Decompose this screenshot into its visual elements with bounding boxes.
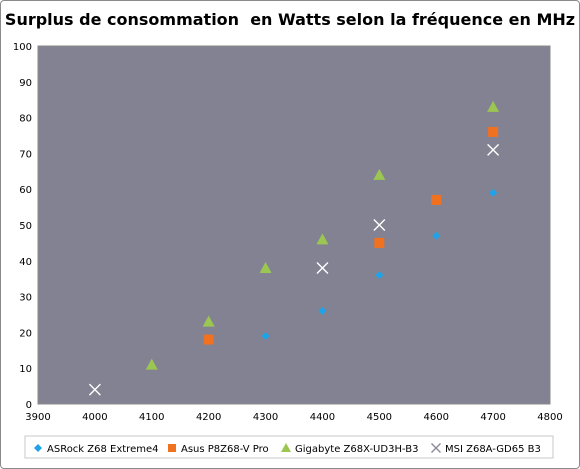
legend-marker-x	[431, 443, 441, 453]
legend: ASRock Z68 Extreme4 Asus P8Z68-V Pro Gigab…	[24, 435, 554, 459]
x-tick-label: 4300	[253, 412, 278, 423]
data-point-x	[487, 143, 500, 156]
data-point-x	[88, 383, 101, 396]
chart-title: Surplus de consommation en Watts selon l…	[4, 10, 576, 29]
y-tick-label: 40	[19, 257, 32, 268]
data-point-triangle	[373, 168, 386, 180]
x-tick-label: 4100	[139, 412, 164, 423]
data-point-triangle	[316, 233, 329, 245]
data-point-diamond	[432, 231, 441, 240]
y-tick-label: 80	[19, 114, 32, 125]
y-tick-label: 100	[13, 42, 32, 53]
data-points	[88, 100, 500, 396]
data-point-diamond	[375, 271, 384, 280]
y-tick-label: 60	[19, 185, 32, 196]
y-tick-label: 0	[26, 400, 32, 411]
legend-label: Gigabyte Z68X-UD3H-B3	[295, 444, 418, 455]
data-point-square	[431, 194, 442, 205]
data-point-diamond	[318, 306, 327, 315]
y-tick-label: 50	[19, 221, 32, 232]
x-tick-label: 4000	[82, 412, 107, 423]
y-tick-label: 20	[19, 328, 32, 339]
plot-area	[37, 45, 551, 405]
x-tick-label: 3900	[25, 412, 50, 423]
legend-label: Asus P8Z68-V Pro	[181, 444, 269, 455]
x-axis-ticks: 3900 4000 4100 4200 4300 4400 4500 4600 4700 4800	[25, 412, 562, 423]
data-point-triangle	[487, 100, 500, 112]
x-tick-label: 4700	[480, 412, 505, 423]
x-tick-label: 4500	[367, 412, 392, 423]
legend-marker-triangle	[281, 443, 291, 452]
x-tick-label: 4200	[196, 412, 221, 423]
legend-label: MSI Z68A-GD65 B3	[445, 444, 541, 455]
legend-box	[24, 435, 554, 459]
data-point-triangle	[259, 261, 272, 273]
legend-label: ASRock Z68 Extreme4	[47, 444, 158, 455]
data-point-triangle	[202, 315, 215, 327]
y-tick-label: 70	[19, 149, 32, 160]
legend-marker-diamond	[34, 444, 42, 452]
data-point-x	[373, 219, 386, 231]
x-tick-label: 4800	[537, 412, 562, 423]
legend-marker-square	[168, 444, 176, 452]
y-tick-label: 90	[19, 78, 32, 89]
x-tick-label: 4600	[423, 412, 448, 423]
data-point-triangle	[145, 358, 158, 370]
y-axis-ticks: 0 10 20 30 40 50 60 70 80 90 100	[13, 42, 32, 411]
data-point-square	[488, 126, 499, 137]
data-point-diamond	[489, 188, 498, 197]
x-tick-label: 4400	[310, 412, 335, 423]
data-point-square	[374, 237, 385, 248]
y-tick-label: 10	[19, 364, 32, 375]
data-point-square	[203, 334, 214, 345]
data-point-x	[316, 261, 329, 274]
data-point-diamond	[261, 331, 270, 340]
y-tick-label: 30	[19, 293, 32, 304]
